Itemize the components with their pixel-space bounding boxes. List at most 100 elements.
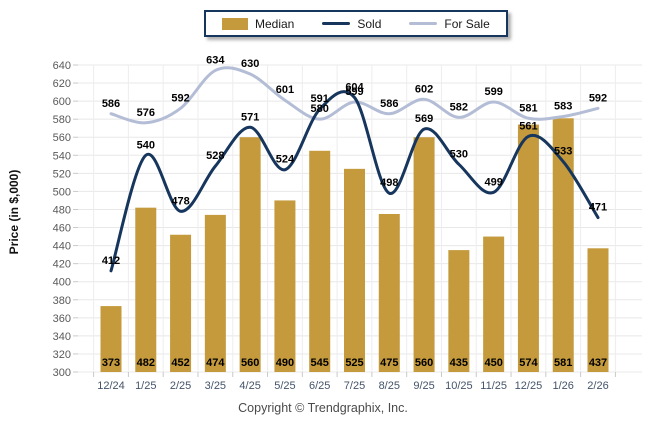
svg-text:569: 569 [415,113,433,125]
svg-text:586: 586 [380,98,398,110]
svg-text:500: 500 [53,186,71,198]
svg-text:475: 475 [380,357,398,369]
svg-text:437: 437 [589,357,607,369]
svg-text:560: 560 [53,132,71,144]
for-sale-line [109,66,600,125]
svg-text:499: 499 [484,176,502,188]
svg-text:581: 581 [554,357,572,369]
svg-text:581: 581 [519,102,537,114]
bar-12/25 [517,124,539,372]
svg-text:360: 360 [53,313,71,325]
median-bar-swatch [222,17,248,30]
svg-text:530: 530 [450,148,468,160]
svg-text:10/25: 10/25 [445,380,473,392]
svg-text:8/25: 8/25 [379,380,400,392]
svg-text:602: 602 [415,83,433,95]
bar-10/25 [448,250,470,372]
svg-text:471: 471 [589,202,607,214]
bar-2/25 [170,234,192,372]
svg-text:482: 482 [137,357,155,369]
svg-text:435: 435 [450,357,468,369]
legend-label-sold: Sold [357,16,382,31]
bar-12/24 [100,306,122,372]
bar-7/25 [343,168,365,372]
svg-text:12/24: 12/24 [97,380,125,392]
svg-text:1/26: 1/26 [553,380,574,392]
svg-text:561: 561 [519,120,537,132]
svg-text:2/25: 2/25 [170,380,191,392]
svg-text:4/25: 4/25 [239,380,260,392]
chart-legend: Median Sold For Sale [204,10,508,37]
svg-text:373: 373 [102,357,120,369]
legend-item-median: Median [222,17,294,31]
svg-text:599: 599 [345,86,363,98]
svg-text:599: 599 [484,86,502,98]
bar-1/26 [552,118,574,372]
sold-line-swatch [322,22,351,25]
bar-2/26 [587,248,609,372]
svg-text:634: 634 [206,54,225,66]
svg-text:3/25: 3/25 [205,380,226,392]
svg-text:340: 340 [53,331,71,343]
y-axis-title: Price (in $,000) [7,169,21,255]
svg-text:7/25: 7/25 [344,380,365,392]
svg-text:560: 560 [241,357,259,369]
svg-text:640: 640 [53,60,71,72]
svg-text:574: 574 [519,357,538,369]
svg-text:5/25: 5/25 [274,380,295,392]
svg-text:474: 474 [206,357,225,369]
svg-text:525: 525 [345,357,363,369]
svg-text:480: 480 [53,204,71,216]
svg-text:400: 400 [53,277,71,289]
svg-text:2/26: 2/26 [587,380,608,392]
svg-text:300: 300 [53,367,71,379]
svg-text:620: 620 [53,78,71,90]
svg-text:9/25: 9/25 [413,380,434,392]
svg-text:478: 478 [171,195,189,207]
svg-text:604: 604 [345,82,364,94]
svg-text:490: 490 [276,357,294,369]
svg-text:582: 582 [450,101,468,113]
svg-text:11/25: 11/25 [480,380,507,392]
svg-text:450: 450 [484,357,502,369]
svg-text:576: 576 [137,107,155,119]
svg-text:630: 630 [241,58,259,70]
svg-text:601: 601 [276,84,294,96]
svg-text:420: 420 [53,259,71,271]
svg-text:545: 545 [311,357,329,369]
bar-6/25 [309,150,331,372]
svg-text:540: 540 [137,139,155,151]
svg-text:580: 580 [311,103,329,115]
svg-text:1/25: 1/25 [135,380,156,392]
svg-text:591: 591 [311,93,329,105]
svg-text:600: 600 [53,96,71,108]
svg-text:586: 586 [102,98,120,110]
copyright-text: Copyright © Trendgraphix, Inc. [238,401,408,415]
bar-9/25 [413,137,435,372]
svg-text:580: 580 [53,114,71,126]
svg-text:460: 460 [53,223,71,235]
svg-text:452: 452 [171,357,189,369]
svg-text:12/25: 12/25 [515,380,543,392]
for-sale-line-swatch [409,22,438,25]
legend-label-median: Median [255,16,295,31]
svg-text:320: 320 [53,349,71,361]
bar-11/25 [483,236,505,372]
bar-3/25 [204,214,226,372]
svg-text:592: 592 [171,92,189,104]
svg-text:533: 533 [554,146,572,158]
svg-text:520: 520 [53,168,71,180]
bar-5/25 [274,200,296,372]
svg-text:560: 560 [415,357,433,369]
svg-text:524: 524 [276,154,295,166]
svg-text:583: 583 [554,100,572,112]
svg-text:380: 380 [53,295,71,307]
legend-label-for-sale: For Sale [444,16,490,31]
legend-item-sold: Sold [322,17,381,31]
svg-text:6/25: 6/25 [309,380,330,392]
svg-text:412: 412 [102,255,120,267]
svg-text:498: 498 [380,177,398,189]
sold-line [109,90,600,273]
svg-text:592: 592 [589,92,607,104]
